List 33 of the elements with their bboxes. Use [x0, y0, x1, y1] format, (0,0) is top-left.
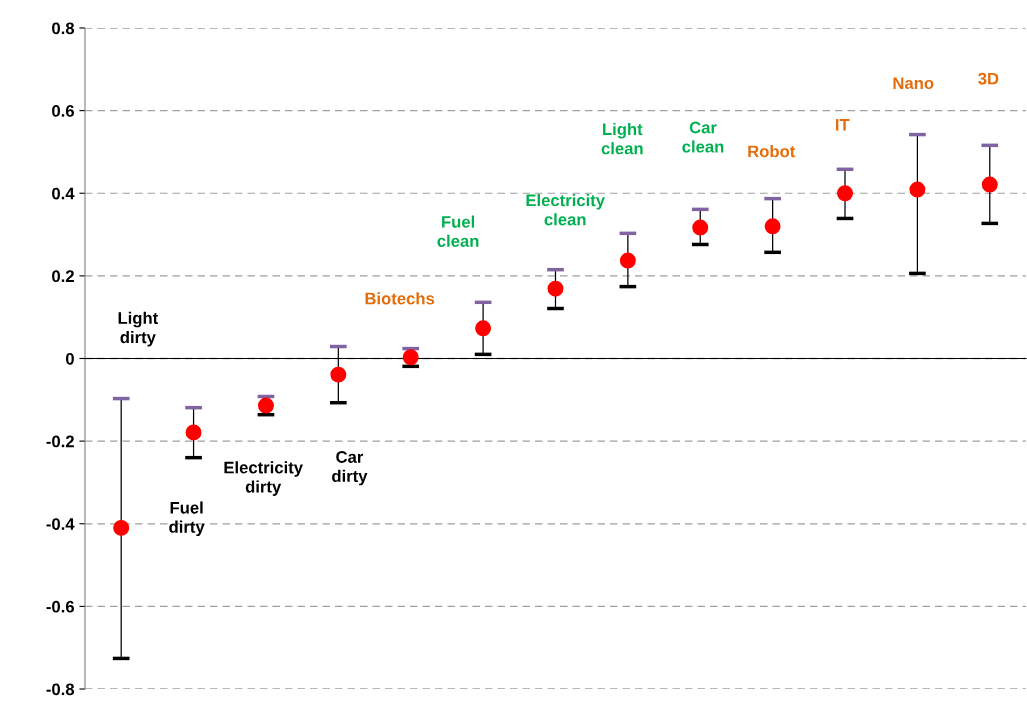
- annotation: Light dirty: [118, 311, 159, 347]
- annotation: Car clean: [682, 121, 724, 153]
- y-tick-label: 0.2: [52, 270, 74, 283]
- annotation: Electricity dirty: [224, 461, 303, 496]
- point: [185, 424, 202, 441]
- point: [837, 185, 853, 202]
- point: [113, 519, 130, 536]
- annotation: 3D: [978, 72, 999, 85]
- point: [547, 280, 564, 297]
- annotation: Fuel clean: [437, 215, 479, 247]
- point: [330, 366, 347, 383]
- point: [981, 176, 998, 193]
- point: [475, 320, 492, 337]
- annotation: Nano: [893, 77, 934, 90]
- point: [692, 219, 709, 236]
- point: [764, 218, 781, 235]
- y-tick-label: 0: [65, 352, 74, 365]
- y-tick-label: 0.6: [52, 105, 74, 117]
- y-tick-label: -0.8: [46, 683, 75, 696]
- point: [619, 252, 636, 269]
- annotation: Fuel dirty: [169, 501, 205, 537]
- annotation: Robot: [748, 145, 796, 158]
- annotation: IT: [835, 119, 850, 131]
- y-tick-label: 0.4: [52, 187, 75, 200]
- point: [909, 181, 926, 198]
- annotation: Biotechs: [365, 292, 435, 305]
- y-tick-label: -0.6: [46, 600, 74, 613]
- annotation: Electricity clean: [526, 194, 605, 226]
- annotation: Light clean: [601, 122, 643, 155]
- y-tick-label: 0.8: [52, 22, 75, 35]
- y-tick-label: -0.4: [46, 518, 75, 530]
- annotation: Car dirty: [332, 451, 368, 486]
- y-tick-label: -0.2: [46, 435, 74, 448]
